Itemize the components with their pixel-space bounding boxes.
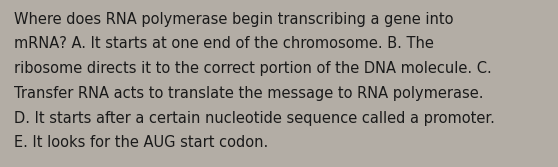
Text: D. It starts after a certain nucleotide sequence called a promoter.: D. It starts after a certain nucleotide … <box>14 111 495 126</box>
Text: Where does RNA polymerase begin transcribing a gene into: Where does RNA polymerase begin transcri… <box>14 12 454 27</box>
Text: mRNA? A. It starts at one end of the chromosome. B. The: mRNA? A. It starts at one end of the chr… <box>14 36 434 51</box>
Text: ribosome directs it to the correct portion of the DNA molecule. C.: ribosome directs it to the correct porti… <box>14 61 492 76</box>
Text: E. It looks for the AUG start codon.: E. It looks for the AUG start codon. <box>14 135 268 150</box>
Text: Transfer RNA acts to translate the message to RNA polymerase.: Transfer RNA acts to translate the messa… <box>14 86 483 101</box>
